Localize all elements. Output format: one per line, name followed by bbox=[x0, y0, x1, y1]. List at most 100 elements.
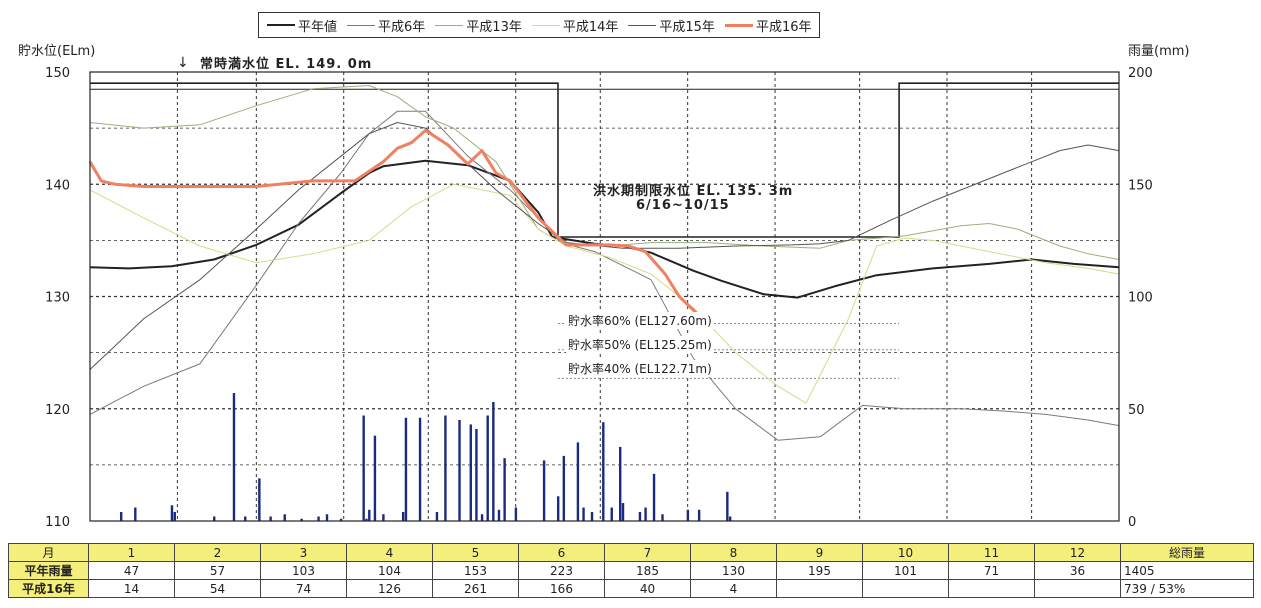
legend-label: 平成13年 bbox=[466, 19, 522, 35]
rainfall-bar bbox=[134, 507, 137, 521]
legend-swatch bbox=[435, 24, 464, 26]
month-header-cell: 11 bbox=[948, 543, 1035, 562]
table-cell: 47 bbox=[88, 561, 175, 580]
y2-tick-label: 50 bbox=[1128, 403, 1145, 418]
table-cell: 40 bbox=[604, 579, 691, 598]
rainfall-bar bbox=[480, 514, 484, 521]
rainfall-bar bbox=[170, 505, 174, 521]
legend-item: 平成13年 bbox=[435, 16, 522, 35]
rainfall-bar bbox=[697, 509, 701, 521]
month-header-cell: 8 bbox=[690, 543, 777, 562]
legend-swatch bbox=[724, 23, 753, 27]
legend-label: 平成16年 bbox=[755, 19, 812, 35]
rainfall-bar bbox=[458, 419, 461, 521]
rainfall-bars bbox=[120, 393, 732, 521]
flood-period-note: 6/16~10/15 bbox=[636, 198, 730, 213]
legend: 平年値 平成6年 平成13年 平成14年 平成15年 平成16年 bbox=[258, 12, 821, 38]
y-axis-title: 貯水位(ELm) bbox=[18, 44, 96, 59]
grid bbox=[90, 72, 1119, 521]
rainfall-bar bbox=[602, 422, 605, 521]
table-row-normal: 平年雨量 47 57 103 104 153 223 185 130 195 101 71 36 140… bbox=[8, 561, 1254, 580]
rainfall-bar bbox=[638, 512, 642, 521]
arrow-icon: ↓ bbox=[177, 55, 189, 71]
rainfall-bar bbox=[556, 496, 560, 521]
rainfall-bar bbox=[652, 473, 656, 521]
reference-levels bbox=[90, 82, 1119, 379]
table-cell: 195 bbox=[776, 561, 863, 580]
rainfall-bar bbox=[362, 415, 365, 521]
table-cell: 261 bbox=[432, 579, 519, 598]
table-cell: 153 bbox=[432, 561, 519, 580]
series-line bbox=[89, 159, 1120, 299]
rainfall-bar bbox=[418, 417, 422, 521]
table-row-h16: 平成16年 14 54 74 126 261 166 40 4 739 / 53% bbox=[8, 579, 1254, 598]
rainfall-bar bbox=[610, 507, 613, 521]
rainfall-bar bbox=[368, 509, 371, 521]
legend-label: 平成14年 bbox=[562, 19, 619, 35]
month-header-cell: 5 bbox=[432, 543, 519, 562]
rainfall-bar bbox=[469, 424, 472, 521]
month-header-cell: 3 bbox=[260, 543, 347, 562]
table-cell: 57 bbox=[174, 561, 261, 580]
legend-swatch bbox=[347, 24, 376, 26]
rainfall-bar bbox=[497, 509, 501, 521]
rainfall-bar bbox=[621, 503, 625, 521]
rainfall-bar bbox=[404, 417, 408, 521]
table-cell: 4 bbox=[690, 579, 777, 598]
rainfall-bar bbox=[475, 428, 478, 521]
month-header-cell: 4 bbox=[346, 543, 433, 562]
rainfall-bar bbox=[686, 509, 690, 521]
table-cell: 71 bbox=[948, 561, 1035, 580]
full-level-note: 常時満水位 EL. 149. 0m bbox=[200, 57, 373, 72]
rainfall-bar bbox=[576, 442, 580, 521]
table-cell: 74 bbox=[260, 579, 347, 598]
table-cell bbox=[862, 579, 949, 598]
y-tick-label: 140 bbox=[45, 178, 70, 193]
table-cell bbox=[776, 579, 863, 598]
y2-tick-label: 0 bbox=[1128, 515, 1136, 530]
rainfall-bar bbox=[258, 478, 261, 521]
legend-item: 平成15年 bbox=[628, 16, 715, 35]
rainfall-bar bbox=[542, 460, 546, 521]
rainfall-bar bbox=[365, 518, 368, 521]
y-tick-label: 130 bbox=[45, 291, 70, 306]
table-cell: 101 bbox=[862, 561, 949, 580]
table-cell: 166 bbox=[518, 579, 605, 598]
rainfall-bar bbox=[726, 491, 729, 521]
series-line bbox=[89, 110, 1120, 441]
rainfall-bar bbox=[562, 455, 566, 521]
month-header: 月 bbox=[8, 543, 89, 562]
rainfall-bar bbox=[486, 415, 489, 521]
total-cell: 739 / 53% bbox=[1120, 579, 1254, 598]
rainfall-bar bbox=[444, 415, 447, 521]
legend-swatch bbox=[531, 24, 560, 26]
y-tick-label: 110 bbox=[45, 515, 70, 530]
axis-ticks: 110 120 130 140 150 0 50 100 150 200 bbox=[45, 66, 1153, 530]
legend-label: 平成6年 bbox=[378, 19, 426, 35]
rainfall-bar bbox=[492, 402, 495, 521]
table-cell: 14 bbox=[88, 579, 175, 598]
table-cell bbox=[1034, 579, 1121, 598]
rainfall-bar bbox=[300, 518, 303, 521]
month-header-cell: 9 bbox=[776, 543, 863, 562]
table-header-row: 月 1 2 3 4 5 6 7 8 9 10 11 12 総雨量 bbox=[8, 543, 1254, 562]
total-header-cell: 総雨量 bbox=[1120, 543, 1254, 562]
rainfall-bar bbox=[435, 512, 439, 521]
series-line bbox=[88, 128, 709, 325]
month-header-cell: 6 bbox=[518, 543, 605, 562]
rainfall-bar bbox=[514, 507, 518, 521]
y-tick-label: 120 bbox=[45, 403, 70, 418]
rainfall-bar bbox=[373, 435, 377, 521]
legend-item: 平成16年 bbox=[724, 16, 812, 35]
month-header-cell: 2 bbox=[174, 543, 261, 562]
series-line bbox=[89, 85, 1120, 260]
legend-label: 平年値 bbox=[298, 19, 338, 35]
rainfall-bar bbox=[232, 393, 236, 521]
month-header-cell: 10 bbox=[862, 543, 949, 562]
rainfall-bar bbox=[644, 507, 647, 521]
legend-label: 平成15年 bbox=[659, 19, 715, 35]
rainfall-bar bbox=[503, 458, 506, 521]
series-lines bbox=[88, 85, 1120, 441]
y2-tick-label: 150 bbox=[1128, 178, 1153, 193]
rainfall-bar bbox=[382, 514, 385, 521]
